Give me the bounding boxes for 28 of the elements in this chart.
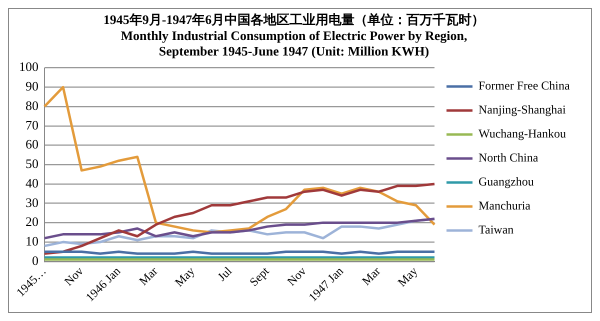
legend-label: Taiwan xyxy=(478,222,514,237)
y-tick-label: 50 xyxy=(26,156,38,172)
y-tick-label: 80 xyxy=(26,98,38,113)
x-tick-label: Mar xyxy=(359,264,384,288)
legend-label: Manchuria xyxy=(478,198,532,213)
chart-subtitle: Monthly Industrial Consumption of Electric Power by Region, September 1945-June 1947 (Unit: Million KWH) xyxy=(120,28,468,58)
chart-title: 1945年9月-1947年6月中国各地区工业用电量（单位：百万千瓦时） xyxy=(103,12,485,28)
legend-label: North China xyxy=(478,150,539,165)
y-tick-label: 100 xyxy=(19,59,38,74)
y-tick-label: 40 xyxy=(26,175,38,190)
legend-label: Former Free China xyxy=(478,78,570,93)
y-tick-label: 10 xyxy=(26,233,38,248)
x-tick-label: Sept xyxy=(246,263,272,289)
legend-label: Wuchang-Hankou xyxy=(478,126,566,141)
x-tick-label: Nov xyxy=(61,264,86,288)
y-tick-label: 30 xyxy=(26,194,38,210)
x-tick-label: Mar xyxy=(136,264,160,288)
legend-label: Guangzhou xyxy=(478,174,534,189)
y-tick-label: 0 xyxy=(32,252,38,268)
x-tick-label: May xyxy=(172,264,198,290)
x-tick-label: Nov xyxy=(284,264,309,288)
x-tick-label: Jul xyxy=(214,263,236,284)
x-tick-label: May xyxy=(394,264,420,290)
y-tick-label: 90 xyxy=(26,78,38,94)
y-tick-label: 70 xyxy=(26,117,38,132)
legend-label: Nanjing-Shanghai xyxy=(478,102,566,117)
y-tick-label: 60 xyxy=(26,136,38,152)
y-tick-label: 20 xyxy=(26,214,38,230)
